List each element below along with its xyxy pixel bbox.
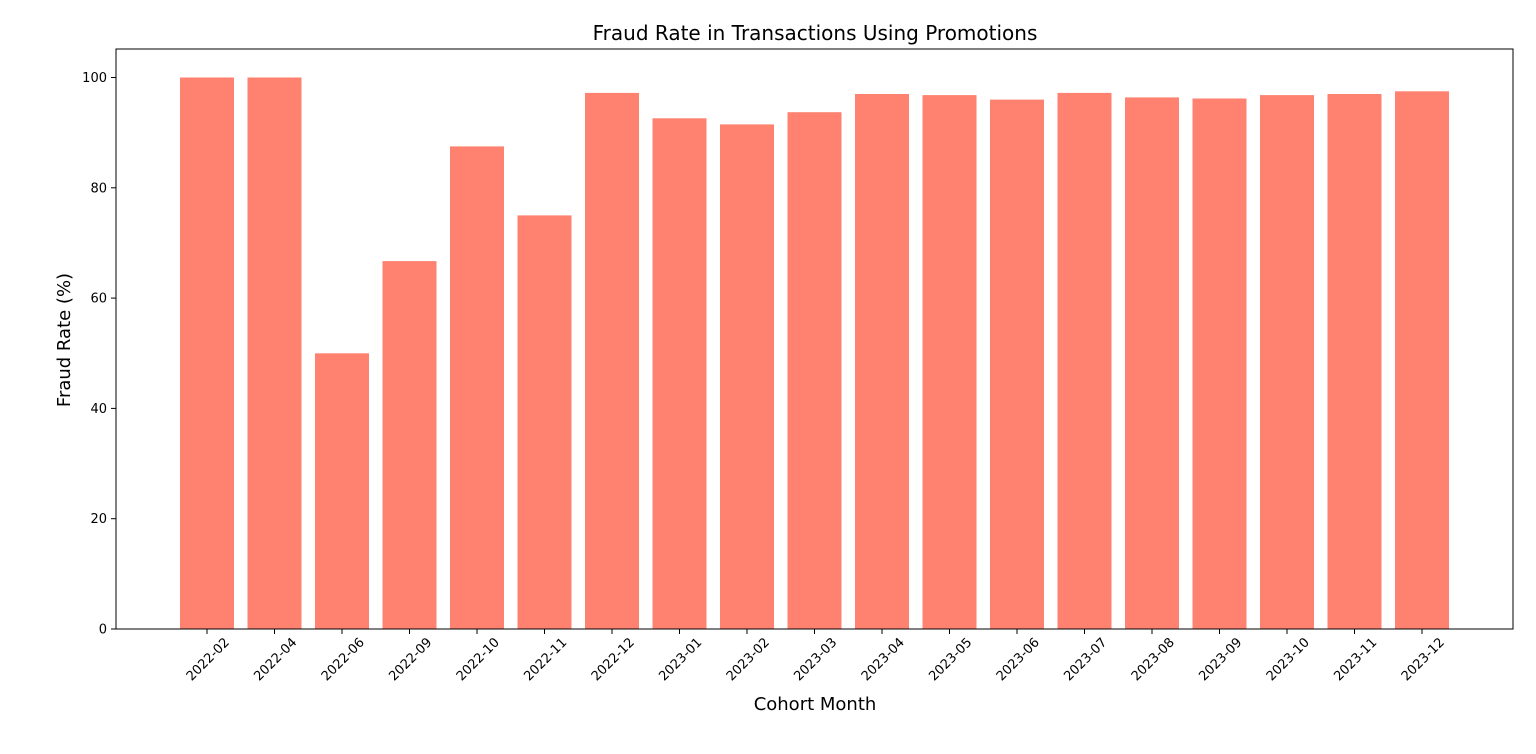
x-tick-label-2023-02: 2023-02 [724,635,773,684]
bar-2023-09 [1192,98,1247,629]
bar-2022-11 [517,215,572,629]
bar-2022-12 [585,92,639,629]
bar-2023-11 [1327,94,1382,629]
y-axis: 0 20 40 60 80 100 [82,71,116,638]
x-tick-label-2023-06: 2023-06 [994,635,1043,684]
x-tick-label-2023-08: 2023-08 [1129,635,1178,684]
bar-2023-07 [1057,92,1112,629]
x-tick-label-2022-10: 2022-10 [454,635,503,684]
y-axis-label: Fraud Rate (%) [54,273,75,407]
x-tick-label-2022-04: 2022-04 [251,635,300,684]
chart-title: Fraud Rate in Transactions Using Promoti… [593,21,1038,45]
y-tick-label-80: 80 [90,181,107,196]
x-tick-label-2023-03: 2023-03 [791,635,840,684]
y-tick-label-20: 20 [90,512,107,527]
x-axis: 2022-02 2022-04 2022-06 2022-09 2022-10 2022-… [184,629,1448,684]
bar-2023-04 [855,94,909,629]
bar-2022-10 [450,146,504,629]
x-tick-label-2023-01: 2023-01 [656,635,705,684]
x-tick-label-2023-12: 2023-12 [1399,635,1448,684]
bar-2023-10 [1260,95,1314,630]
bar-2023-02 [720,124,774,630]
x-tick-label-2022-06: 2022-06 [319,635,368,684]
x-tick-label-2022-12: 2022-12 [589,635,638,684]
bars-group [180,77,1449,630]
x-tick-label-2023-04: 2023-04 [859,635,908,684]
y-tick-label-0: 0 [99,623,107,638]
y-tick-label-100: 100 [82,71,107,86]
bar-2023-01 [652,118,707,630]
bar-2022-02 [180,77,234,629]
x-tick-label-2023-11: 2023-11 [1331,635,1380,684]
x-tick-label-2022-02: 2022-02 [184,635,233,684]
bar-2022-04 [247,77,302,629]
bar-2023-12 [1395,91,1449,630]
x-tick-label-2023-10: 2023-10 [1264,635,1313,684]
y-tick-label-40: 40 [90,402,107,417]
bar-2023-03 [787,112,842,629]
x-tick-label-2023-07: 2023-07 [1061,635,1110,684]
x-tick-label-2022-11: 2022-11 [521,635,570,684]
y-tick-label-60: 60 [90,292,107,307]
bar-2023-08 [1125,97,1179,629]
bar-2022-06 [315,353,369,630]
x-axis-label: Cohort Month [754,694,877,715]
bar-2022-09 [382,261,437,629]
x-tick-label-2023-09: 2023-09 [1196,635,1245,684]
bar-2023-06 [990,99,1044,630]
bar-2023-05 [922,95,977,630]
x-tick-label-2022-09: 2022-09 [386,635,435,684]
x-tick-label-2023-05: 2023-05 [926,635,975,684]
